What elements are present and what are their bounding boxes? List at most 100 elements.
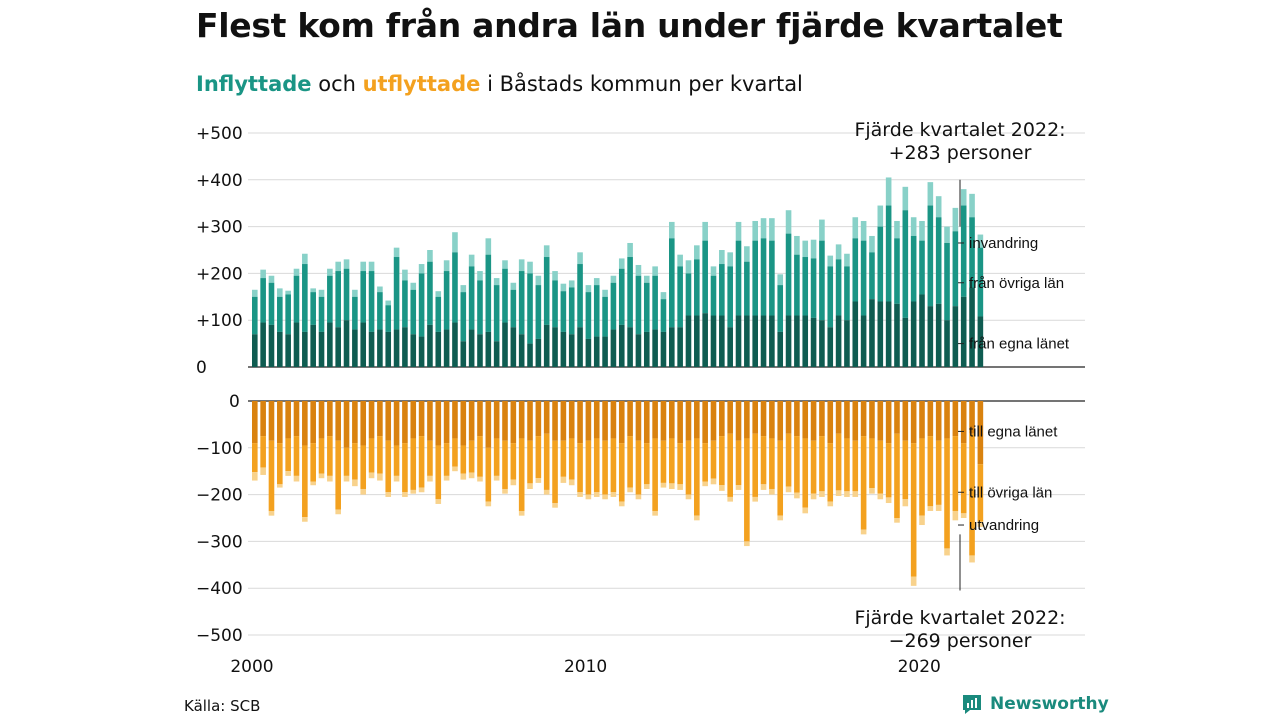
bar-in-other-counties [635,275,642,335]
bar-out-emigration [402,492,408,497]
bar-out-emigration [777,515,784,521]
bar-in-other-counties [710,275,717,316]
bar-in-other-counties [252,296,258,335]
bar-in-other-counties [435,296,442,332]
bar-in-immigration [268,275,275,283]
bar-in-immigration [685,260,692,274]
bar-in-own-county [869,299,875,367]
y-tick-label-bottom: −200 [196,486,243,506]
bar-out-own-county [410,401,417,439]
bar-out-other-counties [460,445,467,474]
bar-in-own-county [777,331,784,367]
bar-in-other-counties [894,238,900,304]
bar-out-own-county [502,401,508,441]
bar-out-own-county [518,401,525,439]
bar-in-immigration [852,217,859,239]
bar-in-other-counties [744,261,750,316]
bar-in-other-counties [260,278,266,323]
bar-in-immigration [618,258,625,269]
bar-in-immigration [310,288,316,293]
bar-out-own-county [560,401,567,441]
bar-out-emigration [552,503,558,508]
bar-in-other-counties [493,285,500,342]
bar-out-own-county [860,401,867,437]
bar-out-emigration [502,488,508,494]
bar-in-own-county [760,315,767,367]
bar-in-other-counties [268,282,275,325]
bar-out-other-counties [960,443,967,514]
bar-in-immigration [277,288,283,297]
bar-in-immigration [710,266,717,276]
bar-out-other-counties [502,440,508,489]
bar-out-own-county [735,401,742,441]
bar-out-emigration [318,473,325,479]
bar-out-other-counties [794,436,800,493]
bar-in-own-county [810,317,817,367]
bar-out-emigration [560,476,567,483]
bar-in-other-counties [660,299,667,332]
bar-in-other-counties [277,296,283,332]
bar-in-own-county [677,327,683,367]
bar-in-immigration [760,218,767,239]
bar-in-other-counties [869,252,875,300]
bar-out-own-county [260,401,266,437]
bar-out-other-counties [268,440,275,511]
bar-in-immigration [960,189,967,206]
bar-out-own-county [694,401,700,439]
bar-in-own-county [318,331,325,367]
bar-out-emigration [593,492,600,497]
bar-out-own-county [285,401,291,439]
bar-in-own-county [335,327,341,367]
bar-out-own-county [977,401,984,465]
bar-in-own-county [360,322,367,367]
bar-in-other-counties [652,275,658,330]
bar-in-own-county [643,331,650,367]
bar-out-emigration [335,509,341,515]
bar-in-own-county [502,322,508,367]
bar-in-immigration [418,264,425,274]
bar-in-immigration [819,219,825,241]
bar-in-other-counties [802,257,809,316]
bar-out-own-county [902,401,909,441]
bar-out-emigration [385,492,392,497]
bar-in-immigration [327,268,333,276]
bar-in-other-counties [960,205,967,297]
bar-out-own-county [302,401,308,446]
bar-out-own-county [277,401,283,444]
bar-out-other-counties [885,443,892,498]
bar-in-other-counties [427,261,433,325]
bar-out-other-counties [652,438,658,511]
bar-in-immigration [543,245,550,258]
bar-in-immigration [302,253,308,265]
bar-out-emigration [660,482,667,488]
bar-out-other-counties [860,436,867,530]
newsworthy-logo[interactable]: Newsworthy [961,693,1109,715]
bar-out-own-county [677,401,683,444]
bar-in-other-counties [293,275,300,323]
bar-out-other-counties [785,433,792,487]
bar-in-immigration [969,193,975,218]
bar-in-other-counties [602,296,608,337]
bar-out-emigration [260,467,266,475]
bar-out-own-county [602,401,608,441]
bar-out-own-county [377,401,383,437]
y-tick-label-top: +400 [196,171,243,191]
bar-out-emigration [910,576,917,586]
bar-in-own-county [602,336,608,367]
bar-in-immigration [669,221,675,239]
bar-in-other-counties [543,257,550,325]
bar-in-immigration [627,242,633,258]
bar-out-other-counties [335,440,341,510]
bar-in-immigration [560,283,567,292]
bar-in-other-counties [694,259,700,316]
bar-in-immigration [794,235,800,255]
bar-out-own-county [618,401,625,444]
bar-in-immigration [702,221,708,241]
bar-out-own-county [669,401,675,439]
bar-out-other-counties [527,440,533,484]
annotation-bottom-line1: Fjärde kvartalet 2022: [854,607,1065,629]
bar-out-emigration [393,475,400,482]
bar-out-emigration [860,529,867,535]
bar-in-own-county [877,301,884,367]
bar-out-other-counties [343,447,350,476]
